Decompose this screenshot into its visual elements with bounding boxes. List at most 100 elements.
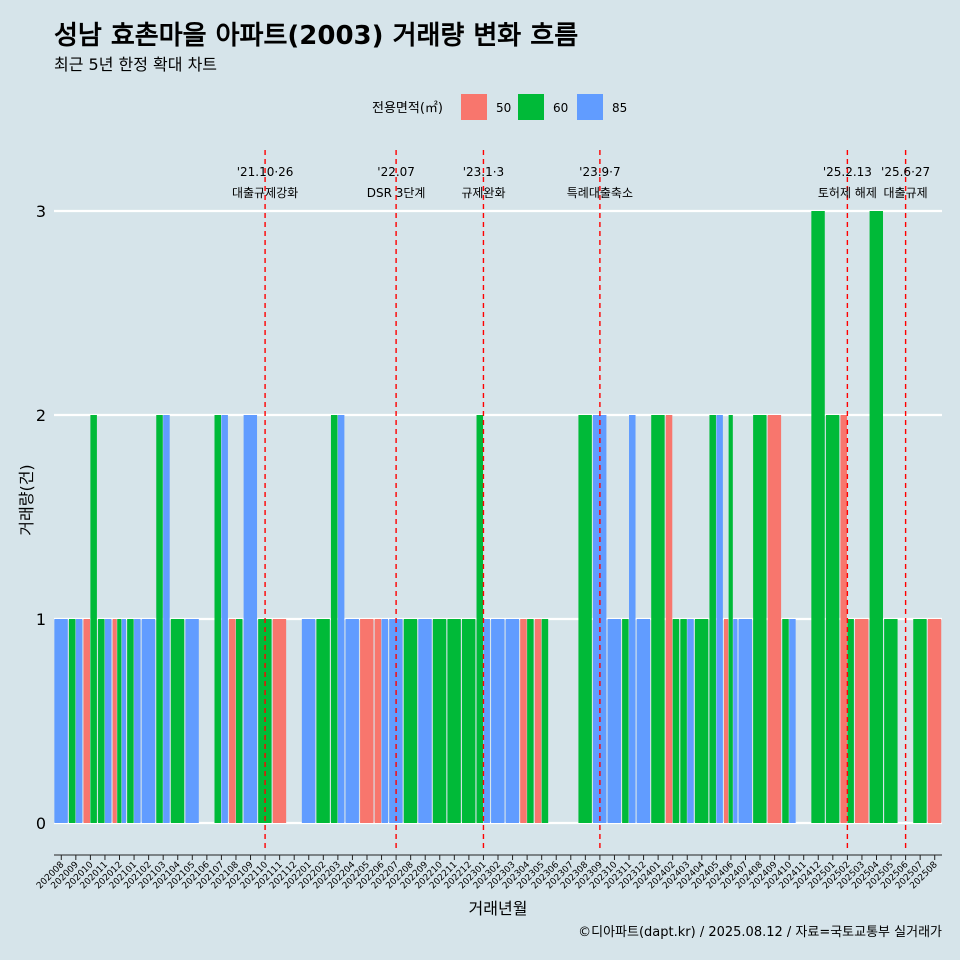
bar-202303-85 <box>505 619 520 823</box>
bar-202212-60 <box>461 619 476 823</box>
bar-layer <box>54 211 942 823</box>
bar-202107-60 <box>214 415 222 823</box>
bar-202209-85 <box>418 619 432 823</box>
bar-202107-85 <box>221 415 228 823</box>
bar-202206-85 <box>381 619 389 823</box>
bar-202010-60 <box>90 415 97 823</box>
bar-202410-60 <box>782 619 789 823</box>
annotation-date-2: '22.07 <box>377 165 415 179</box>
bar-202501-60 <box>825 415 840 823</box>
bar-202403-60 <box>680 619 687 823</box>
bar-202108-50 <box>229 619 236 823</box>
bar-202507-60 <box>913 619 927 823</box>
annotation-label-4: 특례대출축소 <box>567 186 633 200</box>
bar-202405-85 <box>716 415 723 823</box>
bar-202408-60 <box>753 415 767 823</box>
bar-202203-85 <box>337 415 345 823</box>
bar-202308-60 <box>578 415 592 823</box>
bar-202012-85 <box>121 619 127 823</box>
bar-202206-50 <box>374 619 382 823</box>
bar-202201-85 <box>301 619 316 823</box>
bar-202312-85 <box>636 619 651 823</box>
bar-202305-50 <box>534 619 542 823</box>
bar-202406-60 <box>728 415 733 823</box>
legend-swatch-60 <box>518 94 544 120</box>
bar-202101-60 <box>127 619 134 823</box>
annotation-date-3: '23.1·3 <box>463 165 504 179</box>
bar-202009-60 <box>68 619 76 823</box>
bar-202305-60 <box>541 619 549 823</box>
annotation-label-5: 토허제 해제 <box>818 186 877 200</box>
bar-202012-60 <box>117 619 122 823</box>
bar-202008-85 <box>54 619 68 823</box>
annotation-label-3: 규제완화 <box>461 186 505 200</box>
bar-202409-50 <box>767 415 782 823</box>
bar-202410-85 <box>789 619 796 823</box>
bar-202102-85 <box>141 619 156 823</box>
chart-title: 성남 효촌마을 아파트(2003) 거래량 변화 흐름 <box>54 21 578 51</box>
bar-202401-60 <box>651 415 665 823</box>
bar-202205-50 <box>360 619 374 823</box>
annotation-label-2: DSR 3단계 <box>367 186 426 200</box>
bar-202011-60 <box>98 619 105 823</box>
legend-swatch-85 <box>577 94 603 120</box>
bar-202412-60 <box>811 211 825 823</box>
bar-202204-85 <box>345 619 359 823</box>
legend: 전용면적(㎡) 50 60 85 <box>372 94 627 120</box>
legend-label-85: 85 <box>612 101 627 115</box>
legend-label-50: 50 <box>496 101 511 115</box>
annotation-date-5: '25.2.13 <box>823 165 872 179</box>
bar-202210-60 <box>432 619 447 823</box>
bar-202103-85 <box>163 415 170 823</box>
legend-title: 전용면적(㎡) <box>372 101 443 116</box>
annotation-date-1: '21.10·26 <box>237 165 294 179</box>
bar-202310-85 <box>607 619 621 823</box>
chart-subtitle: 최근 5년 한정 확대 차트 <box>54 55 217 74</box>
annotation-layer: '21.10·26 대출규제강화 '22.07 DSR 3단계 '23.1·3 규제완화 '… <box>232 150 930 852</box>
bar-202108-60 <box>235 619 243 823</box>
bar-202402-60 <box>672 619 680 823</box>
legend-label-60: 60 <box>553 101 568 115</box>
bar-202302-85 <box>491 619 505 823</box>
bar-202502-60 <box>847 619 854 823</box>
bar-202010-50 <box>83 619 90 823</box>
bar-202105-85 <box>185 619 199 823</box>
annotation-date-4: '23.9·7 <box>579 165 620 179</box>
y-tick-label: 3 <box>36 202 46 221</box>
bar-202406-50 <box>724 619 729 823</box>
bar-202104-60 <box>170 619 185 823</box>
bar-202203-60 <box>330 415 338 823</box>
annotation-date-6: '25.6·27 <box>881 165 930 179</box>
bar-202012-50 <box>112 619 117 823</box>
bar-202505-60 <box>884 619 898 823</box>
bar-202304-50 <box>520 619 527 823</box>
bar-202403-85 <box>687 619 694 823</box>
y-axis-title: 거래량(건) <box>17 464 36 535</box>
bar-202405-60 <box>709 415 716 823</box>
y-tick-label: 1 <box>36 610 46 629</box>
bar-202111-50 <box>272 619 287 823</box>
bar-202503-50 <box>855 619 869 823</box>
bar-202101-85 <box>134 619 141 823</box>
bar-202109-85 <box>243 415 258 823</box>
caption: ©디아파트(dapt.kr) / 2025.08.12 / 자료=국토교통부 실… <box>578 925 942 940</box>
legend-swatch-50 <box>461 94 487 120</box>
bar-202407-85 <box>738 619 752 823</box>
bar-202211-60 <box>447 619 461 823</box>
bar-202402-50 <box>665 415 673 823</box>
y-tick-label: 0 <box>36 814 46 833</box>
bar-202508-50 <box>927 619 942 823</box>
annotation-label-6: 대출규제 <box>884 186 928 200</box>
x-axis-title: 거래년월 <box>469 899 528 918</box>
bar-202301-85 <box>483 619 490 823</box>
bar-202202-60 <box>316 619 330 823</box>
bar-202009-85 <box>75 619 83 823</box>
bar-202404-60 <box>694 619 709 823</box>
bar-202504-60 <box>869 211 884 823</box>
bar-202301-60 <box>476 415 484 823</box>
bar-202311-85 <box>629 415 636 823</box>
bar-202502-50 <box>840 415 847 823</box>
bar-202311-60 <box>622 619 629 823</box>
